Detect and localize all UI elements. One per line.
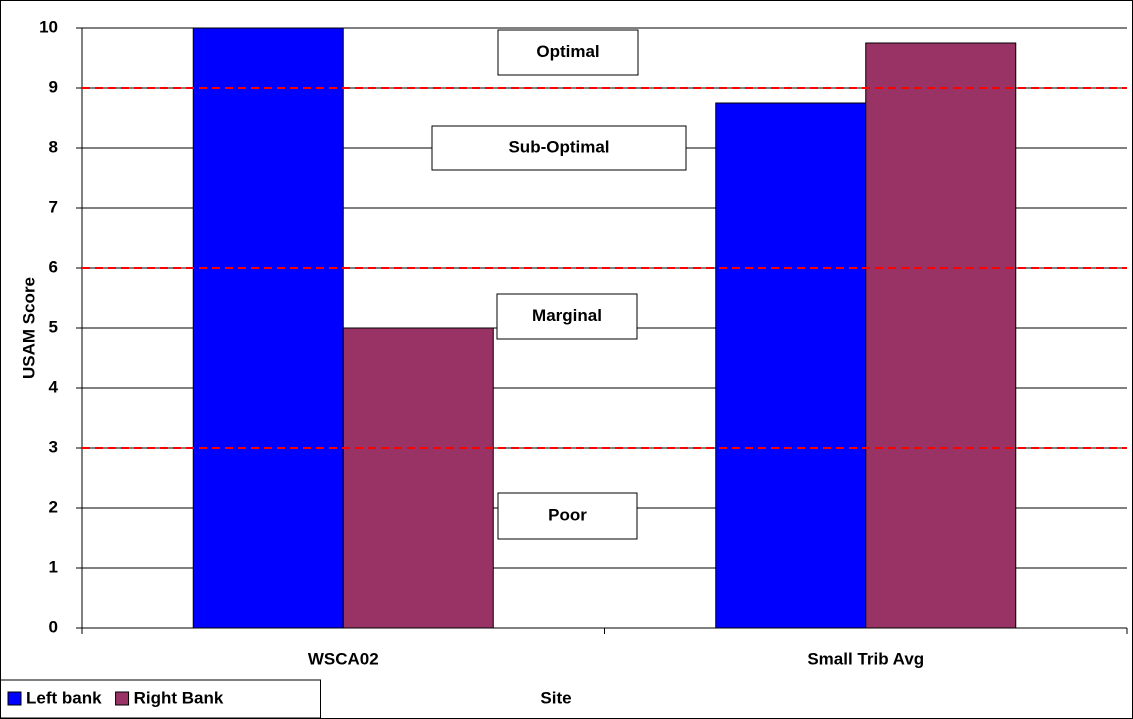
- y-tick-label: 2: [49, 497, 58, 516]
- bar: [192, 27, 344, 629]
- y-tick-label: 4: [49, 377, 59, 396]
- y-tick-label: 8: [49, 137, 58, 156]
- annotation: Optimal: [536, 42, 599, 61]
- legend-label: Left bank: [26, 688, 102, 707]
- annotation-box: [497, 492, 638, 540]
- y-tick-label: 0: [49, 617, 58, 636]
- bar: [342, 327, 494, 629]
- annotation: Sub-Optimal: [508, 137, 609, 156]
- annotation-box: [497, 29, 639, 76]
- y-tick-label: 10: [39, 17, 58, 36]
- y-tick-label: 5: [49, 317, 58, 336]
- x-axis-label: Site: [540, 688, 571, 707]
- y-tick-label: 1: [49, 557, 58, 576]
- y-tick-label: 7: [49, 197, 58, 216]
- y-tick-label: 9: [49, 77, 58, 96]
- annotation: Poor: [548, 505, 587, 524]
- legend-swatch: [7, 691, 22, 706]
- y-tick-label: 3: [49, 437, 58, 456]
- bar: [865, 42, 1017, 629]
- legend-box: [0, 679, 321, 719]
- bar: [715, 102, 867, 629]
- y-axis-label: USAM Score: [19, 277, 38, 379]
- legend-label: Right Bank: [134, 688, 224, 707]
- y-tick-label: 6: [49, 257, 58, 276]
- x-tick-label: WSCA02: [308, 649, 379, 668]
- annotation: Marginal: [532, 306, 602, 325]
- annotation-box: [496, 293, 638, 340]
- x-tick-label: Small Trib Avg: [807, 649, 924, 668]
- annotation-box: [431, 125, 687, 171]
- legend-swatch: [115, 691, 130, 706]
